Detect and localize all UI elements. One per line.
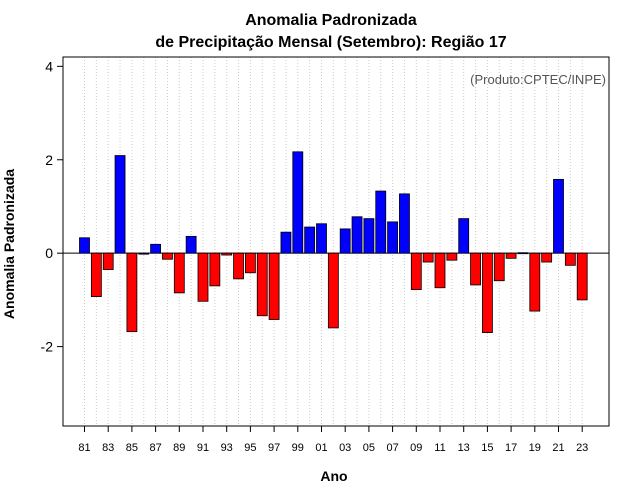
grid-lines [84, 57, 583, 426]
x-axis-label: Ano [320, 468, 347, 484]
x-tick-label: 23 [576, 442, 588, 454]
chart-title-line1: Anomalia Padronizada [245, 12, 417, 29]
x-tick-label: 11 [434, 442, 445, 454]
y-tick-label: 4 [45, 58, 53, 74]
bar-03 [339, 228, 351, 254]
x-tick-label: 89 [173, 442, 185, 454]
x-tick-label: 83 [102, 442, 114, 454]
bar-17 [505, 252, 517, 259]
bar-87 [150, 243, 162, 254]
x-tick-label: 21 [552, 442, 564, 454]
bar-16 [493, 252, 505, 282]
bar-14 [470, 252, 481, 286]
x-tick-label: 15 [481, 442, 493, 454]
bar-81 [79, 237, 90, 254]
bar-93 [221, 252, 233, 256]
x-tick-label: 03 [339, 442, 351, 454]
bar-18 [517, 252, 529, 255]
x-axis: 81 83 85 87 89 91 93 95 97 99 01 03 05 07 09 11 13 15 17 19… [78, 426, 588, 454]
x-tick-label: 99 [292, 442, 304, 454]
x-tick-label: 95 [244, 442, 256, 454]
x-tick-label: 01 [315, 442, 327, 454]
x-tick-label: 91 [197, 442, 209, 454]
bar-09 [410, 252, 422, 291]
bar-23 [576, 252, 588, 301]
bar-95 [244, 252, 256, 274]
bar-01 [316, 223, 327, 254]
bar-89 [173, 252, 185, 294]
bar-94 [233, 252, 244, 280]
bar-15 [481, 252, 493, 333]
x-tick-label: 93 [221, 442, 233, 454]
bar-05 [363, 218, 375, 254]
bar-91 [197, 252, 209, 302]
y-tick-label: 2 [45, 152, 53, 168]
bar-96 [256, 252, 268, 317]
bar-85 [126, 252, 138, 333]
chart-title-line2: de Precipitação Mensal (Setembro): Regiã… [155, 34, 506, 51]
bar-04 [351, 216, 363, 254]
bar-88 [162, 252, 173, 260]
bar-82 [90, 252, 102, 298]
x-tick-label: 09 [410, 442, 422, 454]
bar-08 [399, 193, 410, 254]
bar-13 [458, 218, 470, 254]
bar-90 [185, 235, 197, 254]
x-tick-label: 17 [505, 442, 517, 454]
x-tick-label: 85 [126, 442, 138, 454]
bar-84 [114, 155, 126, 254]
y-tick-label: -2 [41, 339, 54, 355]
bars-group [79, 151, 588, 333]
y-tick-label: 0 [45, 245, 53, 261]
bar-11 [434, 252, 446, 289]
x-tick-label: 13 [458, 442, 470, 454]
x-tick-label: 05 [363, 442, 375, 454]
bar-86 [138, 252, 150, 255]
bar-19 [529, 252, 541, 312]
bar-06 [375, 190, 387, 254]
x-tick-label: 19 [529, 442, 541, 454]
y-axis: -2 0 2 4 [41, 58, 63, 355]
bar-21 [553, 178, 564, 254]
x-tick-label: 07 [386, 442, 398, 454]
bar-20 [541, 252, 553, 263]
bar-12 [446, 252, 458, 261]
x-tick-label: 97 [268, 442, 280, 454]
bar-07 [387, 221, 399, 254]
bar-98 [280, 231, 292, 254]
x-tick-label: 81 [78, 442, 90, 454]
bar-02 [327, 252, 339, 329]
x-tick-label: 87 [149, 442, 161, 454]
bar-97 [268, 252, 280, 320]
y-axis-label: Anomalia Padronizada [1, 169, 17, 319]
bar-83 [102, 252, 114, 270]
source-annotation: (Produto:CPTEC/INPE) [470, 72, 606, 87]
bar-10 [422, 252, 434, 263]
bar-92 [209, 252, 221, 287]
plot-frame [62, 56, 610, 427]
bar-00 [304, 226, 316, 254]
bar-99 [292, 151, 304, 254]
bar-22 [564, 252, 576, 266]
